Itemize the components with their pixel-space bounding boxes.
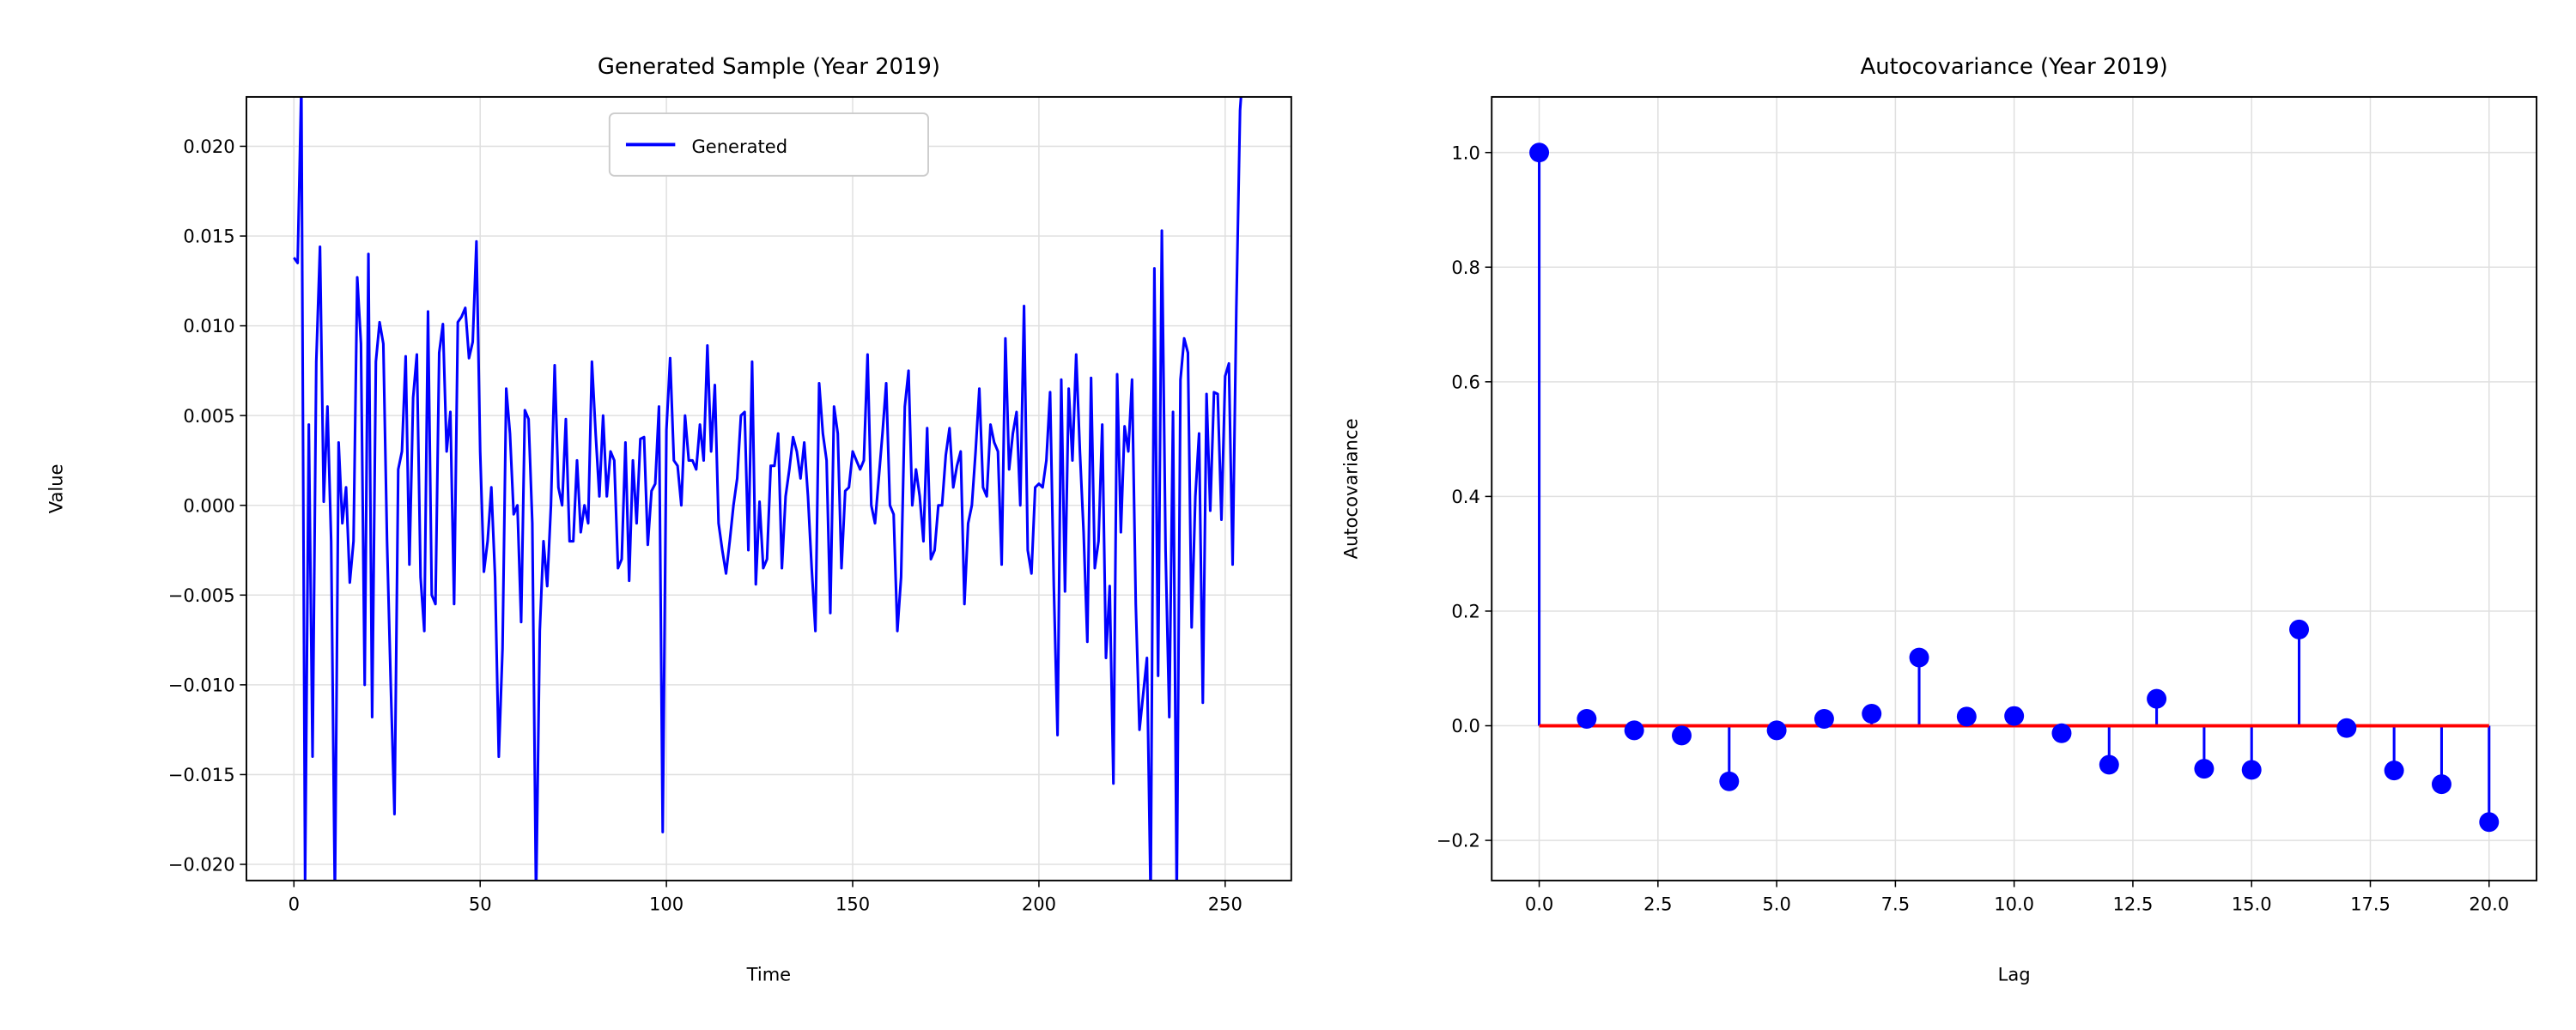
stem-marker	[2384, 760, 2404, 781]
stem-marker	[1719, 771, 1740, 791]
x-axis-label: Lag	[1998, 964, 2031, 985]
y-tick-label: 0.0	[1451, 715, 1479, 736]
x-tick-label: 200	[1022, 893, 1056, 914]
y-tick-label: −0.2	[1437, 830, 1480, 851]
series-line	[293, 96, 1242, 881]
y-tick-label: 0.2	[1451, 601, 1479, 622]
axes: 0.0 2.5 5.0 7.5 10.0 12.5 15.0 17.5 20.0 1.0 0.8 0.…	[1340, 54, 2538, 985]
y-tick-label: −0.015	[168, 764, 235, 785]
y-tick-label: 0.4	[1451, 486, 1479, 507]
stem-marker	[1529, 142, 1550, 163]
stem-marker	[2004, 706, 2025, 726]
x-tick-label: 5.0	[1762, 893, 1790, 914]
stem-marker	[2051, 723, 2072, 743]
stem-marker	[2241, 760, 2262, 780]
y-tick-label: 0.020	[183, 136, 234, 157]
stem-marker	[2289, 619, 2310, 639]
stem-marker	[1766, 720, 1787, 741]
y-tick-label: 1.0	[1451, 142, 1479, 163]
y-tick-label: 0.8	[1451, 257, 1479, 278]
x-tick-label: 0.0	[1525, 893, 1553, 914]
stem-marker	[1862, 704, 1882, 724]
legend-label: Generated	[691, 136, 787, 157]
y-axis-label: Autocovariance	[1340, 418, 1361, 559]
stem-marker	[1624, 720, 1644, 741]
chart-title: Autocovariance (Year 2019)	[1861, 54, 2168, 80]
stem-marker	[2099, 754, 2119, 775]
stem-marker	[2479, 812, 2500, 833]
stem-marker	[2194, 759, 2215, 779]
x-tick-label: 12.5	[2113, 893, 2154, 914]
x-tick-label: 15.0	[2232, 893, 2272, 914]
y-tick-label: 0.015	[183, 226, 234, 247]
x-tick-label: 10.0	[1994, 893, 2034, 914]
axes: 0 50 100 150 200 250 0.020 0.015 0.010 0.005 0.000…	[46, 54, 1292, 985]
y-tick-label: −0.010	[168, 675, 235, 696]
y-tick-label: 0.005	[183, 405, 234, 427]
y-tick-label: 0.010	[183, 315, 234, 336]
stem-marker	[2336, 718, 2357, 738]
y-axis-label: Value	[46, 464, 67, 513]
x-tick-label: 17.5	[2350, 893, 2391, 914]
x-tick-label: 100	[649, 893, 683, 914]
stem-marker	[1672, 725, 1692, 746]
axes-frame	[246, 95, 1292, 882]
plot-area	[1529, 142, 2500, 833]
stem-marker	[2431, 774, 2451, 795]
legend-box	[608, 112, 929, 177]
y-tick-label: −0.005	[168, 585, 235, 606]
stem-marker	[1814, 709, 1834, 729]
stem-marker	[1956, 706, 1977, 727]
x-tick-label: 20.0	[2469, 893, 2509, 914]
y-tick-label: 0.000	[183, 494, 234, 516]
x-tick-label: 0	[289, 893, 300, 914]
x-tick-label: 150	[835, 893, 870, 914]
stem-marker	[1577, 709, 1597, 729]
stem-marker	[2147, 688, 2167, 709]
y-tick-label: −0.020	[168, 854, 235, 876]
y-tick-label: 0.6	[1451, 371, 1479, 392]
x-tick-label: 7.5	[1881, 893, 1910, 914]
x-tick-label: 250	[1208, 893, 1242, 914]
axes-frame	[1491, 95, 2538, 882]
x-tick-label: 2.5	[1643, 893, 1672, 914]
x-axis-label: Time	[746, 964, 791, 985]
stem-marker	[1909, 647, 1929, 668]
plot-area	[293, 96, 1242, 881]
x-tick-label: 50	[469, 893, 492, 914]
legend: Generated	[608, 112, 929, 177]
chart-title: Generated Sample (Year 2019)	[598, 54, 940, 80]
